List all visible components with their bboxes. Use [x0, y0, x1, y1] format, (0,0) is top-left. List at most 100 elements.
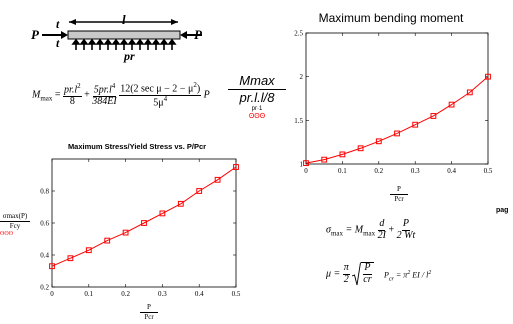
beam-diagram: P P t t l pr	[28, 12, 208, 64]
formula-sigma-lhs: σ	[326, 224, 331, 236]
chart-left: 0 0.1 0.2 0.3 0.4 0.5 0.2 0.4 0.6 0.8	[40, 158, 241, 298]
chart-right-xlabel-bottom: Pcr	[394, 195, 404, 203]
chart-right-data-point	[430, 113, 437, 119]
formula-sigma-m-sub: max	[363, 229, 376, 238]
ratio-legend: Mmax pr.l.l/8 pr·1 ʘʘʘ	[228, 74, 286, 121]
formula-sigma-frac1: d 2I	[377, 218, 386, 241]
chart-right-data-point	[485, 73, 491, 80]
chart-left-x-tick-label: 0.1	[84, 290, 93, 298]
formula-mmax-term2-sup: 4	[111, 82, 116, 91]
formula-mu-sqrt: P cr	[352, 262, 374, 286]
chart-left-xlabel-bottom: Pcr	[144, 313, 154, 321]
formula-mu-frac: π 2	[342, 262, 350, 285]
chart-left-y-tick-label: 0.8	[40, 187, 49, 195]
chart-right-data-point	[339, 151, 346, 158]
chart-left-data-point	[85, 247, 92, 254]
chart-left-data-point	[104, 237, 111, 244]
chart-right-y-tick-label: 1	[300, 160, 304, 168]
chart-right-title: Maximum bending moment	[318, 11, 464, 25]
formula-mu-frac-den: 2	[343, 273, 349, 285]
formula-sigma-frac2-num: P	[401, 218, 410, 231]
formula-sigma-frac2-den: 2 Wt	[396, 229, 416, 241]
thickness-label-bottom: t	[56, 36, 60, 50]
chart-left-x-tick-label: 0.5	[232, 290, 241, 298]
chart-left-data-point	[159, 210, 166, 217]
chart-right-x-tick-label: 0.2	[374, 167, 383, 175]
chart-left-x-tick-label: 0.4	[195, 290, 204, 298]
chart-right-xlabel: P Pcr	[390, 185, 408, 204]
formula-sigma-frac1-num: d	[378, 218, 386, 231]
ratio-legend-bar	[228, 89, 286, 90]
chart-left-data-point	[233, 164, 239, 170]
chart-right-xlabel-top: P	[390, 185, 408, 195]
chart-right-y-tick-label: 2.5	[294, 29, 303, 37]
chart-right-y-tick-label: 1.5	[294, 117, 303, 125]
beam-sketch	[42, 19, 202, 50]
chart-left-x-tick-label: 0.3	[158, 290, 167, 298]
formula-mmax-term3-den-sup: 4	[163, 94, 168, 103]
chart-left-data-point	[177, 200, 184, 207]
chart-right-y-tick-label: 2	[300, 73, 304, 81]
formula-sigma-frac2: P 2 Wt	[396, 218, 416, 241]
formula-mmax-term1-sup: 2	[77, 82, 81, 91]
formula-sigma-lhs-sub: max	[330, 229, 343, 238]
formula-pcr-rhs-sup: 2	[407, 270, 411, 276]
chart-right-x-tick-label: 0	[304, 167, 308, 175]
formula-pcr-rhs2-sup: 2	[428, 270, 432, 276]
formula-sigma-eq: = M	[345, 224, 364, 236]
formula-mmax-term2-den: 384EI	[92, 96, 117, 107]
chart-right-x-tick-label: 0.1	[338, 167, 347, 175]
formula-mmax-term3-den: 5μ	[153, 97, 164, 109]
formula-mmax-term3-num: 12(2 sec μ − 2 − μ	[120, 83, 194, 95]
formula-mu-sqrt-num: P	[363, 262, 372, 275]
chart-left-y-tick-label: 0.6	[40, 219, 49, 227]
formula-sigma-plus: +	[388, 224, 395, 236]
chart-left-x-tick-label: 0.2	[121, 290, 130, 298]
chart-left-data-point	[141, 220, 147, 226]
chart-left-data-point	[122, 229, 129, 236]
chart-right-data-point	[412, 121, 419, 128]
chart-right-x-tick-label: 0.4	[447, 167, 456, 175]
chart-right-x-tick-label: 0.3	[411, 167, 420, 175]
chart-right-data-point	[394, 130, 400, 137]
formula-mu: μ = π 2 P cr	[326, 262, 374, 286]
formula-mu-sqrt-den: cr	[363, 273, 372, 285]
formula-pcr: Pcr = π2 EI / l2	[384, 270, 431, 282]
formula-mmax-trail: P	[203, 89, 210, 101]
chart-left-ylabel-marker: ʘʘʘ	[0, 231, 13, 237]
page-fragment: pag	[496, 207, 509, 214]
formula-mmax-eq: =	[54, 89, 61, 101]
formula-mu-lhs: μ =	[326, 268, 341, 280]
formula-mmax-term3: 12(2 sec μ − 2 − μ2) 5μ4	[119, 81, 202, 109]
formula-mmax-lhs-sub: max	[40, 94, 53, 103]
chart-right-data-point	[466, 89, 473, 96]
chart-left-xlabel: P Pcr	[140, 303, 158, 322]
chart-right: 0 0.1 0.2 0.3 0.4 0.5 1 1.5 2 2.5	[294, 29, 493, 175]
chart-left-y-tick-label: 0.2	[40, 283, 49, 291]
chart-left-ylabel-bottom: Fcy	[9, 222, 21, 230]
chart-left-data-point	[67, 255, 74, 262]
formula-pcr-rhs2: EI / l	[412, 270, 429, 280]
load-label-right: P	[194, 27, 202, 42]
chart-left-data-point	[214, 176, 221, 183]
chart-right-data-point	[303, 160, 309, 167]
chart-left-ylabel: σmax(P) Fcy ʘʘʘ	[0, 212, 30, 238]
chart-left-series-line	[51, 166, 237, 267]
formula-mmax-term3-sup: 2	[193, 81, 197, 89]
formula-mmax: Mmax = pr.l2 8 + 5pr.l4 384EI 12(2 sec μ…	[32, 81, 210, 109]
chart-right-series-line	[305, 76, 489, 164]
formula-sigma-frac1-den: 2I	[377, 229, 386, 241]
chart-right-x-tick-label: 0.5	[484, 167, 493, 175]
formula-sigma: σmax = Mmax d 2I + P 2 Wt	[326, 218, 416, 241]
formula-mmax-term1: pr.l2 8	[63, 82, 82, 107]
formula-mmax-plus: +	[84, 89, 90, 101]
formula-pcr-rhs: = π	[395, 270, 408, 280]
formula-mmax-term1-den: 8	[69, 96, 75, 107]
formula-mmax-term1-num: pr.l	[64, 84, 78, 96]
chart-left-y-tick-label: 0.4	[40, 251, 49, 259]
chart-left-ylabel-top: σmax(P)	[0, 212, 30, 222]
distributed-load-label: pr	[124, 49, 135, 63]
formula-mmax-lhs: M	[32, 89, 41, 101]
ratio-legend-top: Mmax	[239, 73, 275, 88]
chart-left-data-point	[49, 263, 55, 270]
